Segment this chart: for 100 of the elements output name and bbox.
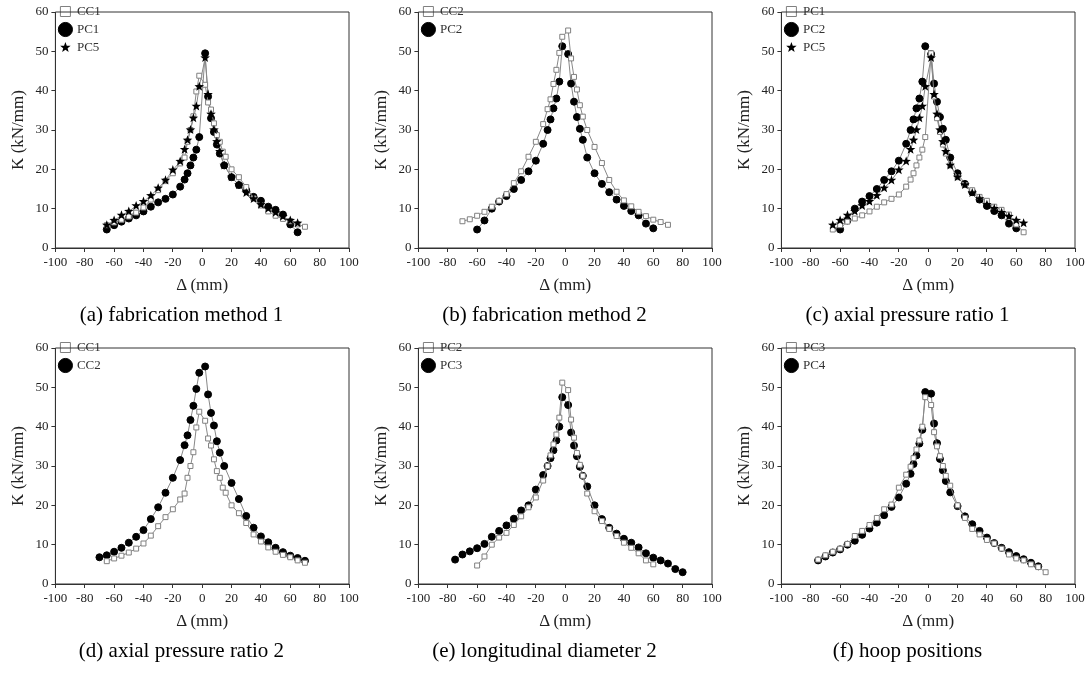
legend-label: PC2 — [802, 20, 826, 36]
y-tick-label: 40 — [398, 418, 412, 434]
x-tick-label: 60 — [646, 590, 660, 606]
x-tick-label: 60 — [283, 590, 297, 606]
y-tick-label: 50 — [398, 42, 412, 58]
x-axis-title: Δ (mm) — [176, 611, 229, 631]
legend-label: PC3 — [802, 338, 826, 354]
x-tick-label: 80 — [676, 254, 690, 270]
y-tick-label: 0 — [41, 575, 49, 591]
y-tick-label: 50 — [35, 42, 49, 58]
legend-label: PC2 — [439, 338, 463, 354]
x-tick-label: -80 — [439, 590, 457, 606]
y-tick-label: 0 — [767, 239, 775, 255]
x-tick-label: 0 — [198, 590, 206, 606]
x-tick-label: 100 — [1065, 590, 1085, 606]
y-tick-label: 20 — [35, 160, 49, 176]
x-tick-label: 40 — [617, 590, 631, 606]
x-tick-label: -20 — [890, 590, 908, 606]
x-tick-label: 20 — [951, 254, 965, 270]
y-tick-label: 30 — [398, 121, 412, 137]
x-tick-label: -40 — [497, 590, 516, 606]
x-tick-label: -60 — [105, 590, 123, 606]
x-tick-label: 20 — [225, 590, 239, 606]
text: (e) longitudinal diameter 2 — [431, 638, 658, 663]
y-tick-label: 60 — [761, 3, 775, 19]
y-tick-label: 10 — [35, 536, 49, 552]
x-tick-label: -100 — [43, 590, 68, 606]
x-tick-label: 20 — [588, 254, 602, 270]
y-axis-title: K (kN/mm) — [733, 90, 753, 170]
x-tick-label: 0 — [924, 254, 932, 270]
x-tick-label: 0 — [198, 254, 206, 270]
legend-label: PC1 — [802, 2, 826, 18]
x-tick-label: 80 — [1039, 254, 1053, 270]
y-tick-label: 30 — [35, 121, 49, 137]
x-tick-label: 20 — [951, 590, 965, 606]
x-tick-label: -40 — [497, 254, 516, 270]
y-tick-label: 50 — [398, 378, 412, 394]
x-tick-label: 60 — [1009, 254, 1023, 270]
y-tick-label: 40 — [761, 418, 775, 434]
x-tick-label: 60 — [1009, 590, 1023, 606]
x-axis-title: Δ (mm) — [902, 275, 955, 295]
x-tick-label: -80 — [76, 254, 94, 270]
x-tick-label: 40 — [254, 254, 268, 270]
x-tick-label: 20 — [225, 254, 239, 270]
y-tick-label: 60 — [398, 3, 412, 19]
x-tick-label: 100 — [339, 254, 359, 270]
y-axis-title: K (kN/mm) — [370, 426, 390, 506]
y-tick-label: 60 — [398, 339, 412, 355]
x-tick-label: -40 — [134, 254, 153, 270]
y-tick-label: 0 — [767, 575, 775, 591]
x-tick-label: 100 — [702, 254, 722, 270]
x-tick-label: 0 — [561, 254, 569, 270]
y-tick-label: 0 — [404, 575, 412, 591]
legend-label: PC5 — [802, 38, 826, 54]
x-tick-label: 100 — [702, 590, 722, 606]
y-tick-label: 50 — [35, 378, 49, 394]
x-axis-title: Δ (mm) — [176, 275, 229, 295]
y-tick-label: 50 — [761, 378, 775, 394]
legend-label: CC2 — [439, 2, 464, 18]
y-tick-label: 30 — [35, 457, 49, 473]
x-tick-label: -100 — [769, 590, 794, 606]
y-axis-title: K (kN/mm) — [7, 426, 27, 506]
x-tick-label: -100 — [769, 254, 794, 270]
x-tick-label: -100 — [406, 590, 431, 606]
legend-label: CC1 — [76, 2, 101, 18]
x-axis-title: Δ (mm) — [902, 611, 955, 631]
x-tick-label: -20 — [527, 590, 545, 606]
legend-label: PC4 — [802, 356, 826, 372]
x-tick-label: -100 — [43, 254, 68, 270]
x-tick-label: -80 — [439, 254, 457, 270]
y-tick-label: 10 — [398, 200, 412, 216]
x-tick-label: 80 — [313, 254, 327, 270]
text: (a) fabrication method 1 — [78, 302, 285, 327]
x-tick-label: 60 — [646, 254, 660, 270]
x-tick-label: -20 — [890, 254, 908, 270]
x-tick-label: -20 — [164, 590, 182, 606]
x-axis-title: Δ (mm) — [539, 275, 592, 295]
y-tick-label: 10 — [35, 200, 49, 216]
x-tick-label: -60 — [468, 254, 486, 270]
legend-label: PC3 — [439, 356, 463, 372]
x-tick-label: 20 — [588, 590, 602, 606]
y-axis-title: K (kN/mm) — [7, 90, 27, 170]
text: (d) axial pressure ratio 2 — [77, 638, 286, 663]
y-axis-title: K (kN/mm) — [733, 426, 753, 506]
legend-label: PC5 — [76, 38, 100, 54]
legend-label: PC2 — [439, 20, 463, 36]
x-tick-label: -40 — [860, 254, 879, 270]
y-tick-label: 10 — [398, 536, 412, 552]
y-tick-label: 20 — [35, 496, 49, 512]
x-tick-label: -40 — [134, 590, 153, 606]
x-tick-label: -20 — [527, 254, 545, 270]
y-tick-label: 10 — [761, 200, 775, 216]
x-tick-label: 100 — [339, 590, 359, 606]
text: (b) fabrication method 2 — [441, 302, 648, 327]
y-tick-label: 30 — [761, 121, 775, 137]
x-tick-label: 60 — [283, 254, 297, 270]
x-tick-label: -80 — [76, 590, 94, 606]
x-tick-label: -80 — [802, 590, 820, 606]
x-tick-label: -60 — [105, 254, 123, 270]
y-tick-label: 60 — [35, 339, 49, 355]
